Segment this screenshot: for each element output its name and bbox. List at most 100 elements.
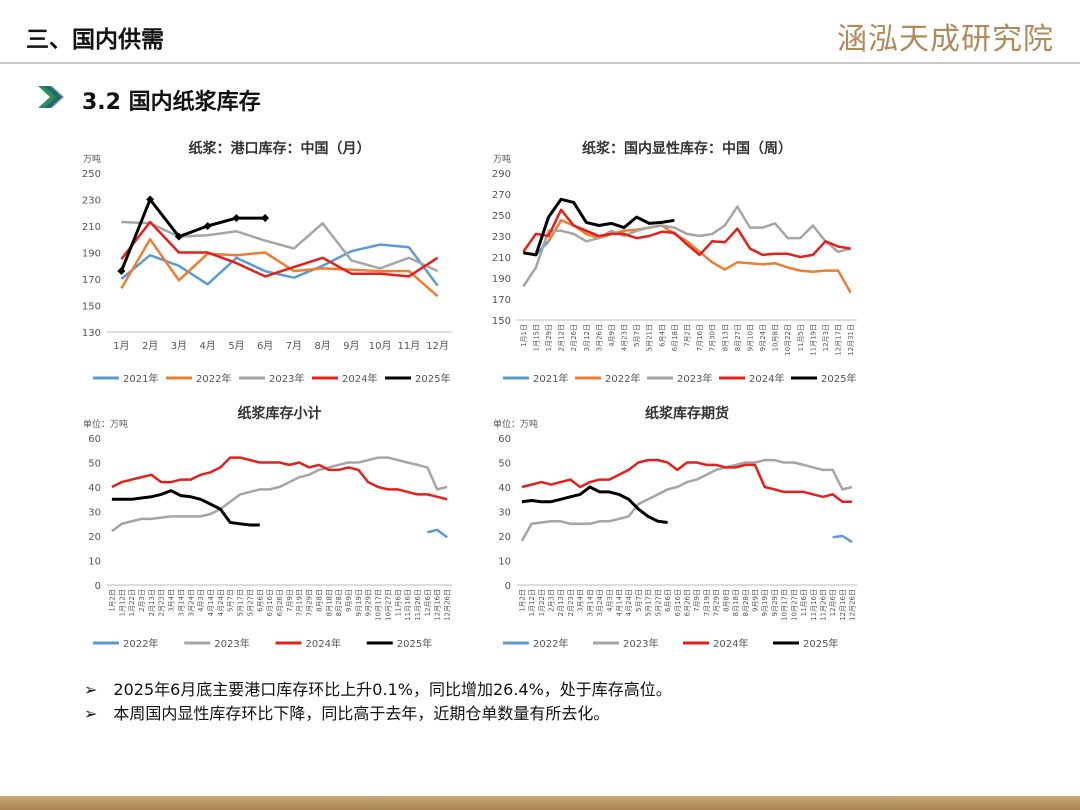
x-tick-label: 2月23日: [158, 589, 166, 616]
x-tick-label: 9月19日: [355, 589, 363, 616]
y-tick-label: 50: [88, 459, 101, 470]
legend-label: 2024年: [749, 372, 784, 385]
x-tick-label: 11月19日: [809, 324, 817, 356]
x-tick-label: 1月2日: [108, 589, 116, 612]
x-tick-label: 5月: [228, 340, 244, 352]
x-tick-label: 6月: [257, 340, 273, 352]
series-line: [832, 534, 853, 544]
x-tick-label: 1月1日: [520, 324, 528, 347]
x-tick-label: 6月16日: [266, 589, 274, 616]
bullets: 2025年6月底主要港口库存环比上升0.1%，同比增加26.4%，处于库存高位。…: [84, 678, 671, 726]
x-tick-label: 1月22日: [128, 589, 136, 616]
unit-label: 万吨: [83, 153, 101, 165]
header-rule: [0, 62, 1080, 64]
legend-label: 2021年: [123, 372, 158, 385]
y-tick-label: 170: [82, 275, 101, 286]
series-line: [521, 485, 668, 524]
header-title: 三、国内供需: [26, 27, 164, 53]
x-tick-label: 6月16日: [674, 589, 682, 616]
x-tick-label: 7月19日: [296, 589, 304, 616]
x-tick-label: 11月6日: [800, 589, 808, 616]
x-tick-label: 5月27日: [246, 589, 254, 616]
x-tick-label: 8月8日: [722, 589, 730, 612]
x-tick-label: 2月13日: [557, 589, 565, 616]
x-tick-label: 11月: [398, 340, 421, 352]
section-title: 3.2 国内纸浆库存: [82, 90, 261, 115]
y-tick-label: 190: [492, 274, 511, 285]
legend-label: 2023年: [214, 637, 249, 650]
x-tick-label: 12月6日: [829, 589, 837, 616]
marker: [261, 214, 270, 223]
legend-label: 2023年: [677, 372, 712, 385]
x-tick-label: 4月23日: [621, 324, 629, 351]
unit-label: 万吨: [493, 153, 511, 165]
x-tick-label: 1月2日: [518, 589, 526, 612]
y-tick-label: 170: [492, 295, 511, 306]
x-tick-label: 3月: [171, 340, 187, 352]
x-tick-label: 1月22日: [538, 589, 546, 616]
legend-label: 2025年: [803, 637, 838, 650]
series-line: [111, 456, 448, 501]
x-tick-label: 4月24日: [217, 589, 225, 616]
series-line: [111, 456, 448, 533]
x-tick-label: 9月: [343, 340, 359, 352]
marker: [117, 267, 126, 276]
unit-label: 单位：万吨: [493, 418, 538, 430]
series-line: [121, 220, 439, 273]
x-tick-label: 12月31日: [847, 324, 855, 356]
x-tick-label: 5月7日: [633, 324, 641, 347]
legend-label: 2022年: [123, 637, 158, 650]
series-line: [120, 198, 266, 272]
series-line: [120, 238, 439, 298]
x-tick-label: 3月24日: [596, 589, 604, 616]
x-tick-label: 12月26日: [849, 589, 857, 621]
x-tick-label: 7月9日: [693, 589, 701, 612]
x-tick-label: 5月17日: [645, 589, 653, 616]
y-tick-label: 0: [505, 581, 511, 592]
series-line: [521, 458, 853, 503]
marker: [232, 214, 241, 223]
x-tick-label: 9月24日: [759, 324, 767, 351]
x-tick-label: 7月16日: [696, 324, 704, 351]
y-tick-label: 270: [492, 190, 511, 201]
x-tick-label: 8月28日: [742, 589, 750, 616]
x-tick-label: 10月27日: [790, 589, 798, 621]
x-tick-label: 8月18日: [732, 589, 740, 616]
x-tick-label: 3月4日: [577, 589, 585, 612]
x-tick-label: 7月29日: [306, 589, 314, 616]
legend-label: 2025年: [821, 372, 856, 385]
x-tick-label: 9月29日: [771, 589, 779, 616]
x-tick-label: 4月14日: [616, 589, 624, 616]
x-tick-label: 5月21日: [646, 324, 654, 351]
y-tick-label: 190: [82, 249, 101, 260]
y-tick-label: 150: [82, 302, 101, 313]
x-tick-label: 8月27日: [734, 324, 742, 351]
series-line: [522, 205, 852, 288]
marker: [174, 232, 183, 241]
y-tick-label: 60: [498, 434, 511, 445]
x-tick-label: 6月26日: [684, 589, 692, 616]
x-tick-label: 4月3日: [197, 589, 205, 612]
y-tick-label: 210: [492, 253, 511, 264]
chart-title: 纸浆：国内显性库存：中国（周）: [582, 140, 792, 157]
x-tick-label: 8月28日: [335, 589, 343, 616]
x-tick-label: 11月5日: [797, 324, 805, 351]
x-tick-label: 2月13日: [148, 589, 156, 616]
x-tick-label: 11月26日: [820, 589, 828, 621]
x-tick-label: 7月: [286, 340, 302, 352]
section-arrow: [38, 86, 64, 108]
x-tick-label: 12月16日: [434, 589, 442, 621]
x-tick-label: 12月: [426, 340, 449, 352]
x-tick-label: 9月29日: [365, 589, 373, 616]
x-tick-label: 7月19日: [703, 589, 711, 616]
x-tick-label: 4月14日: [207, 589, 215, 616]
x-tick-label: 2月3日: [138, 589, 146, 612]
y-tick-label: 10: [88, 557, 101, 568]
x-tick-label: 3月14日: [586, 589, 594, 616]
legend-label: 2024年: [713, 637, 748, 650]
x-tick-label: 4月3日: [606, 589, 614, 612]
unit-label: 单位：万吨: [83, 418, 128, 430]
marker: [203, 222, 212, 230]
legend-label: 2022年: [533, 637, 568, 650]
legend-label: 2025年: [415, 372, 450, 385]
